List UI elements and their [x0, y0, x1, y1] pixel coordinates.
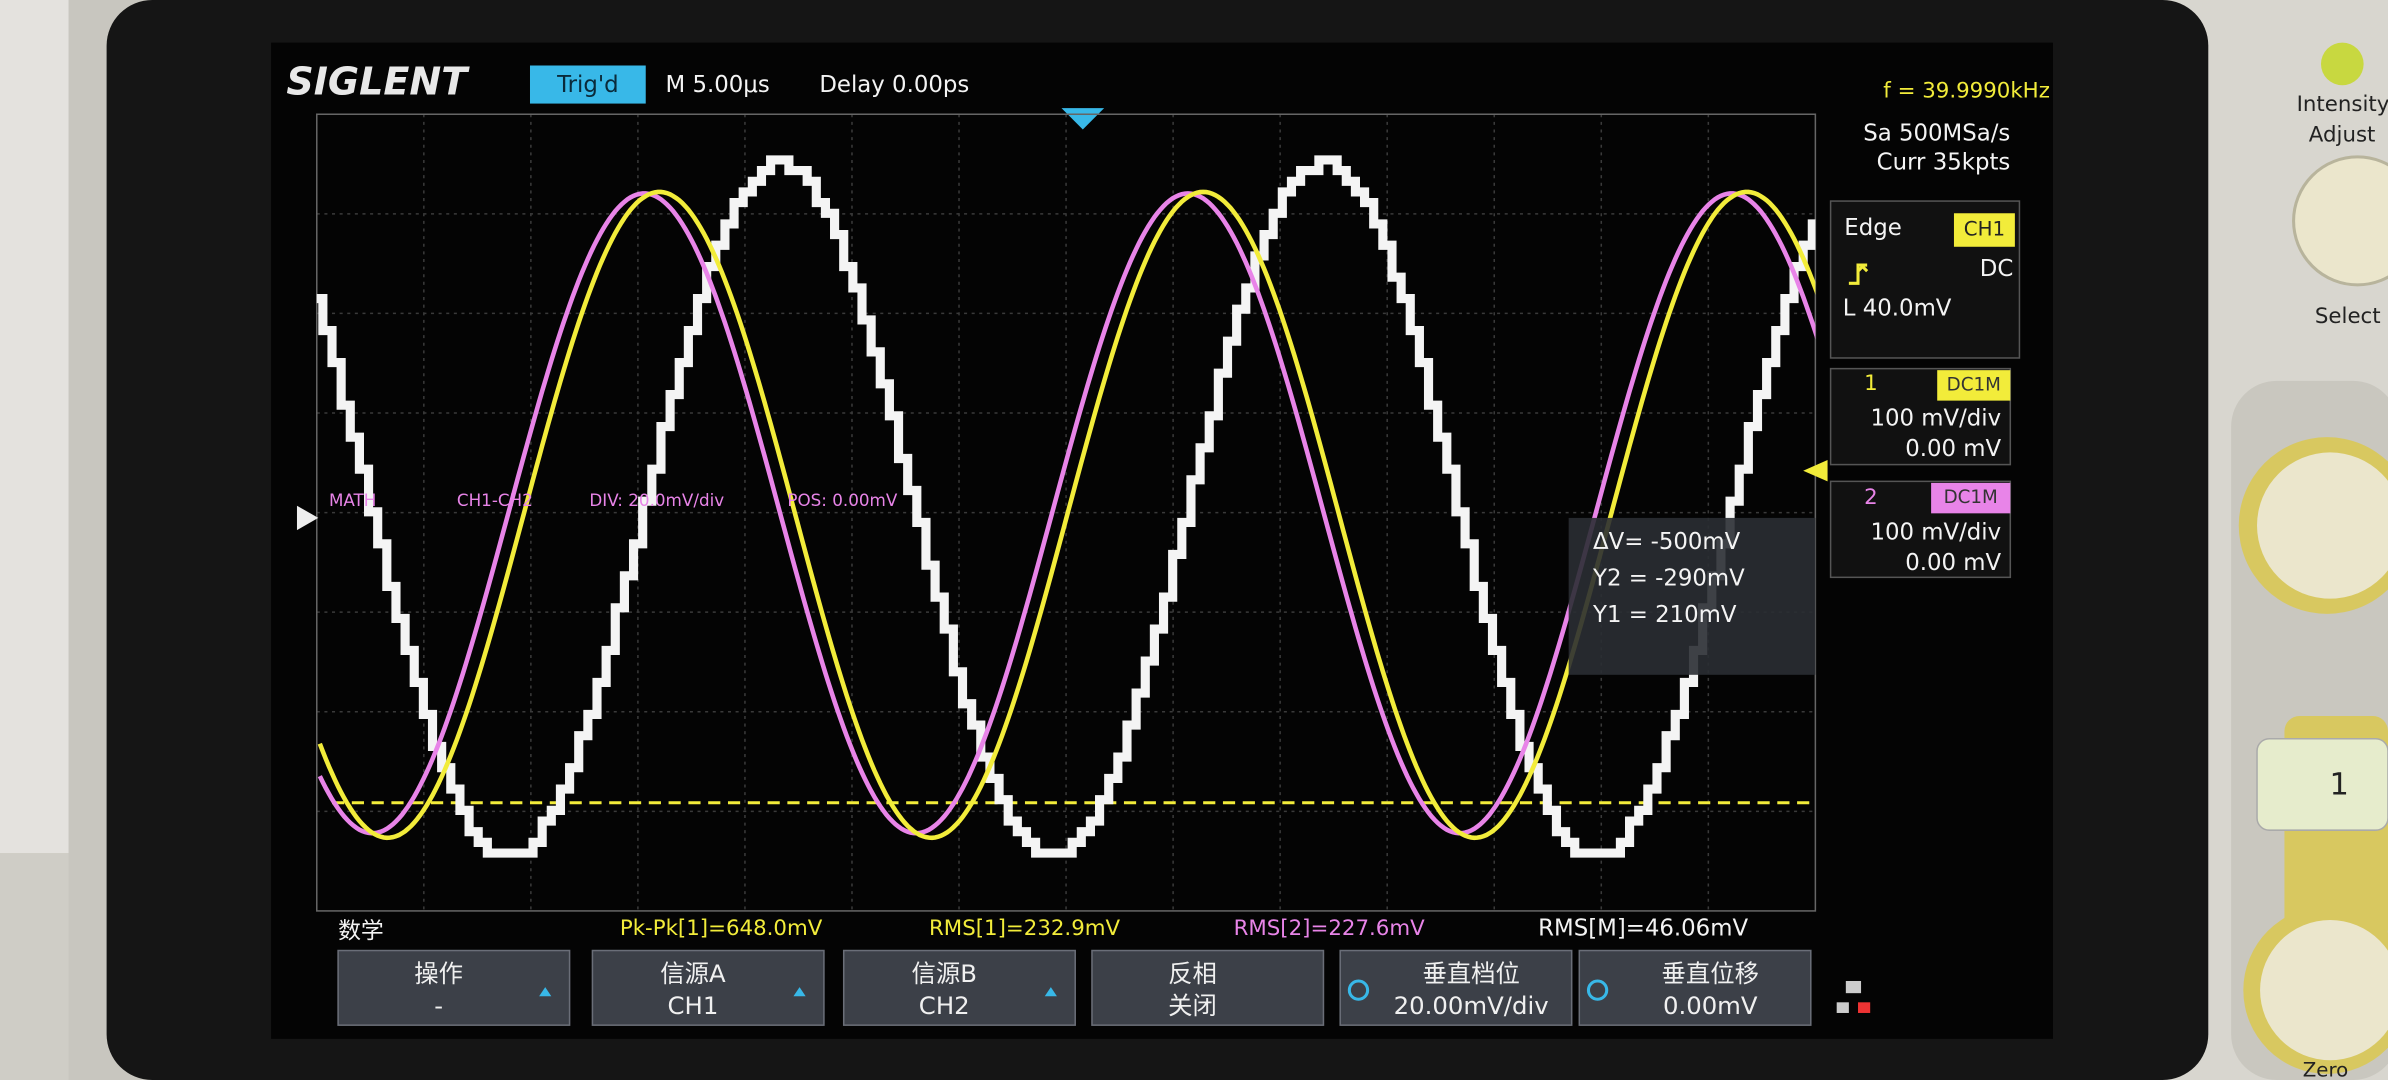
ch1-scale: 100 mV/div: [1870, 405, 2001, 431]
intensity-led: [2320, 42, 2364, 86]
panel-label: Intensity: [2297, 92, 2388, 117]
softkey[interactable]: 垂直档位 20.00mV/div: [1339, 949, 1573, 1026]
trigger-type: Edge: [1844, 215, 1901, 241]
ch2-offset: 0.00 mV: [1905, 550, 2001, 576]
trigger-source: CH1: [1964, 218, 2005, 241]
status: Trig'd: [556, 72, 619, 98]
trigger-source-box: [1953, 213, 2015, 247]
ch1-coupling-box: [1937, 370, 2011, 401]
panel-label: Zero: [2303, 1058, 2349, 1080]
vertical-scale-knob[interactable]: [2257, 452, 2388, 599]
softkey-value: CH1: [668, 991, 719, 1020]
panel-label: Select: [2315, 304, 2381, 329]
graticule-border: [316, 113, 1817, 912]
softkey-arrow: [793, 987, 806, 997]
softkey-value: 0.00mV: [1663, 991, 1758, 1020]
ch2-number: 2: [1864, 485, 1878, 510]
vertical-position-knob[interactable]: [2260, 920, 2388, 1061]
status-box: [529, 65, 646, 104]
softkey-label: 操作: [414, 959, 463, 988]
softkey-arrow: [1044, 987, 1057, 997]
measurement: Pk-Pk[1]=648.0mV: [620, 916, 823, 941]
math-offset-marker: [296, 505, 319, 531]
softkey-value: CH2: [919, 991, 970, 1020]
channel-1-button[interactable]: [2256, 738, 2388, 831]
softkey-label: 反相: [1168, 959, 1217, 988]
softkey-label: 信源B: [912, 959, 977, 988]
softkey-button[interactable]: [842, 949, 1076, 1026]
measurement: RMS[2]=227.6mV: [1234, 916, 1426, 941]
softkey-button[interactable]: [337, 949, 571, 1026]
ch2-coupling-box: [1931, 482, 2011, 514]
softkey-label: 垂直位移: [1662, 959, 1759, 988]
softkey-value: -: [434, 991, 443, 1020]
trigger-coupling: DC: [1980, 256, 2014, 282]
frequency: f = 39.9990kHz: [1883, 78, 2050, 103]
softkey-knob-icon: [1586, 979, 1609, 1001]
edge-icon: [1848, 263, 1869, 285]
softkey[interactable]: 垂直位移 0.00mV: [1578, 949, 1812, 1026]
math-position: POS: 0.00mV: [787, 490, 897, 510]
brand: SIGLENT: [286, 59, 470, 103]
softkey[interactable]: 信源B CH2: [842, 949, 1076, 1026]
math-trace: [316, 155, 1816, 858]
ch1-number: 1: [1864, 371, 1878, 396]
softkey-label: 垂直档位: [1422, 959, 1519, 988]
softkey-knob-icon: [1347, 979, 1370, 1001]
softkey-button[interactable]: [591, 949, 825, 1026]
network-icon: [1836, 980, 1871, 1013]
softkey-button[interactable]: [1339, 949, 1573, 1026]
trigger-level: L 40.0mV: [1843, 296, 1952, 322]
memory-depth: Curr 35kpts: [1877, 149, 2011, 175]
timebase: M 5.00μs: [666, 72, 770, 98]
math-label: MATH: [329, 490, 376, 510]
softkey-value: 关闭: [1168, 991, 1217, 1020]
math-division: DIV: 20.0mV/div: [589, 490, 724, 510]
measurement: RMS[1]=232.9mV: [929, 916, 1121, 941]
ch2-scale: 100 mV/div: [1870, 520, 2001, 546]
math-expression: CH1-CH2: [457, 490, 533, 510]
softkey-arrow: [539, 987, 552, 997]
ch1-offset: 0.00 mV: [1905, 436, 2001, 462]
cursor-y1: Y1 = 210mV: [1592, 602, 1737, 628]
channel-button-label: 1: [2330, 768, 2349, 803]
menu-title: 数学: [338, 919, 384, 945]
trigger-level-marker: [1803, 460, 1828, 482]
softkey-button[interactable]: [1578, 949, 1812, 1026]
cursor-delta: ΔV= -500mV: [1593, 529, 1741, 555]
cursor-box: [1568, 517, 1816, 675]
softkey-button[interactable]: [1091, 949, 1325, 1026]
delay: Delay 0.00ps: [819, 72, 969, 98]
sample-rate: Sa 500MSa/s: [1863, 121, 2010, 147]
panel-label: Adjust: [2309, 123, 2376, 148]
ch1-coupling: DC1M: [1947, 374, 2001, 395]
softkey-label: 信源A: [660, 959, 726, 988]
softkey[interactable]: 操作 -: [337, 949, 571, 1026]
softkey[interactable]: 信源A CH1: [591, 949, 825, 1026]
ch2-coupling: DC1M: [1944, 487, 1998, 508]
cursor-y2: Y2 = -290mV: [1592, 565, 1745, 591]
measurement: RMS[M]=46.06mV: [1538, 916, 1748, 942]
adjust-knob[interactable]: [2292, 155, 2388, 287]
softkey-value: 20.00mV/div: [1394, 991, 1549, 1020]
graticule: [316, 114, 1816, 911]
